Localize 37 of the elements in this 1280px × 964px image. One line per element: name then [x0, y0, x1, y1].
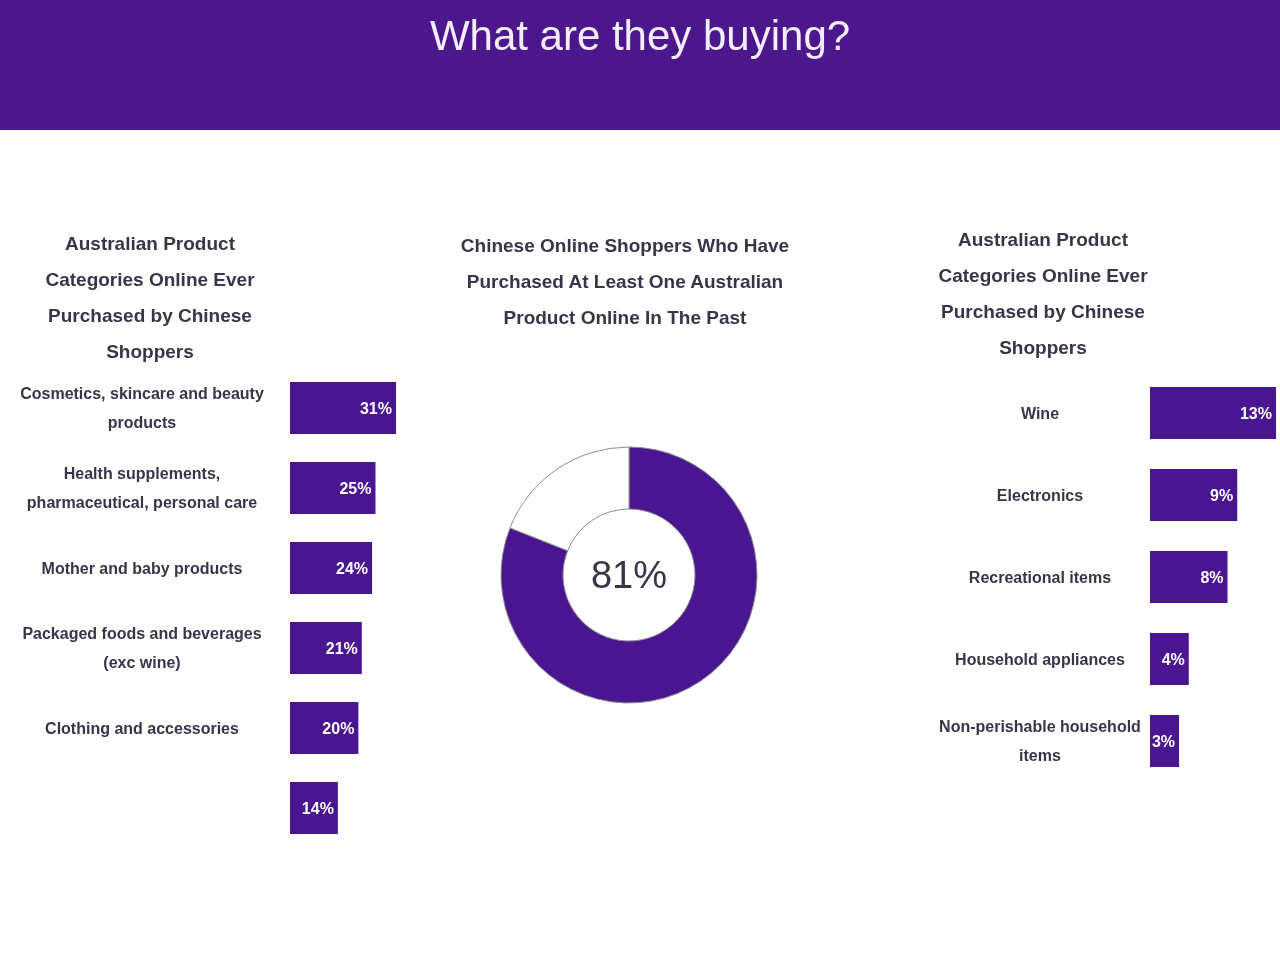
- data-label: 4%: [1161, 650, 1185, 668]
- bar: [290, 782, 338, 834]
- y-tick-label: Household appliances: [955, 650, 1126, 668]
- bar: [290, 622, 362, 674]
- bar: [290, 382, 396, 434]
- data-label: 25%: [339, 479, 372, 497]
- text: What are they buying?: [428, 12, 852, 60]
- y-tick-label: Packaged foods and beverages (exc wine): [22, 625, 262, 672]
- bar: [290, 702, 359, 754]
- y-tick-label: Mother and baby products: [41, 559, 243, 577]
- data-label: 13%: [1239, 404, 1272, 422]
- y-tick-label: Wine: [1020, 404, 1060, 422]
- data-label: 24%: [336, 559, 369, 577]
- y-tick-label: Clothing and accessories: [45, 719, 240, 737]
- data-label: 20%: [322, 719, 355, 737]
- data-label: 14%: [301, 799, 334, 817]
- data-label: 81%: [590, 554, 668, 597]
- data-label: 3%: [1151, 732, 1176, 750]
- y-tick-label: Recreational items: [968, 568, 1112, 586]
- chart-title: Chinese Online Shoppers Who Have Purchased At Least One Australian Product Online In The Past: [459, 234, 791, 330]
- data-label: 31%: [359, 399, 392, 417]
- bar: [290, 542, 373, 594]
- data-label: 9%: [1210, 486, 1234, 504]
- data-label: 21%: [325, 639, 358, 657]
- y-tick-label: Health supplements, pharmaceutical, personal care: [26, 465, 258, 512]
- y-tick-label: Electronics: [996, 486, 1084, 504]
- chart-title: Australian Product Categories Online Ever Purchased by Chinese Shoppers: [44, 232, 256, 364]
- chart-title: Australian Product Categories Online Ever Purchased by Chinese Shoppers: [937, 228, 1149, 360]
- bar: [1150, 551, 1228, 603]
- y-tick-label: Cosmetics, skincare and beauty products: [20, 385, 264, 432]
- donut-slice: [500, 446, 758, 704]
- bar: [1150, 469, 1238, 521]
- data-label: 8%: [1200, 568, 1224, 586]
- bar: [1150, 633, 1189, 685]
- y-tick-label: Non-perishable household items: [939, 718, 1141, 765]
- bar: [290, 462, 376, 514]
- bar: [1150, 387, 1276, 439]
